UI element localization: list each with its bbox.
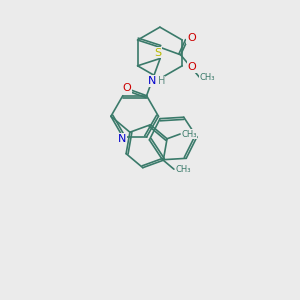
Text: S: S — [154, 48, 162, 58]
Text: N: N — [118, 134, 126, 144]
Text: N: N — [148, 76, 157, 86]
Text: CH₃: CH₃ — [200, 73, 215, 82]
Text: O: O — [122, 83, 131, 93]
Text: H: H — [158, 76, 165, 86]
Text: O: O — [187, 34, 196, 44]
Text: O: O — [188, 62, 196, 72]
Text: CH₃: CH₃ — [181, 130, 197, 139]
Text: CH₃: CH₃ — [175, 165, 190, 174]
